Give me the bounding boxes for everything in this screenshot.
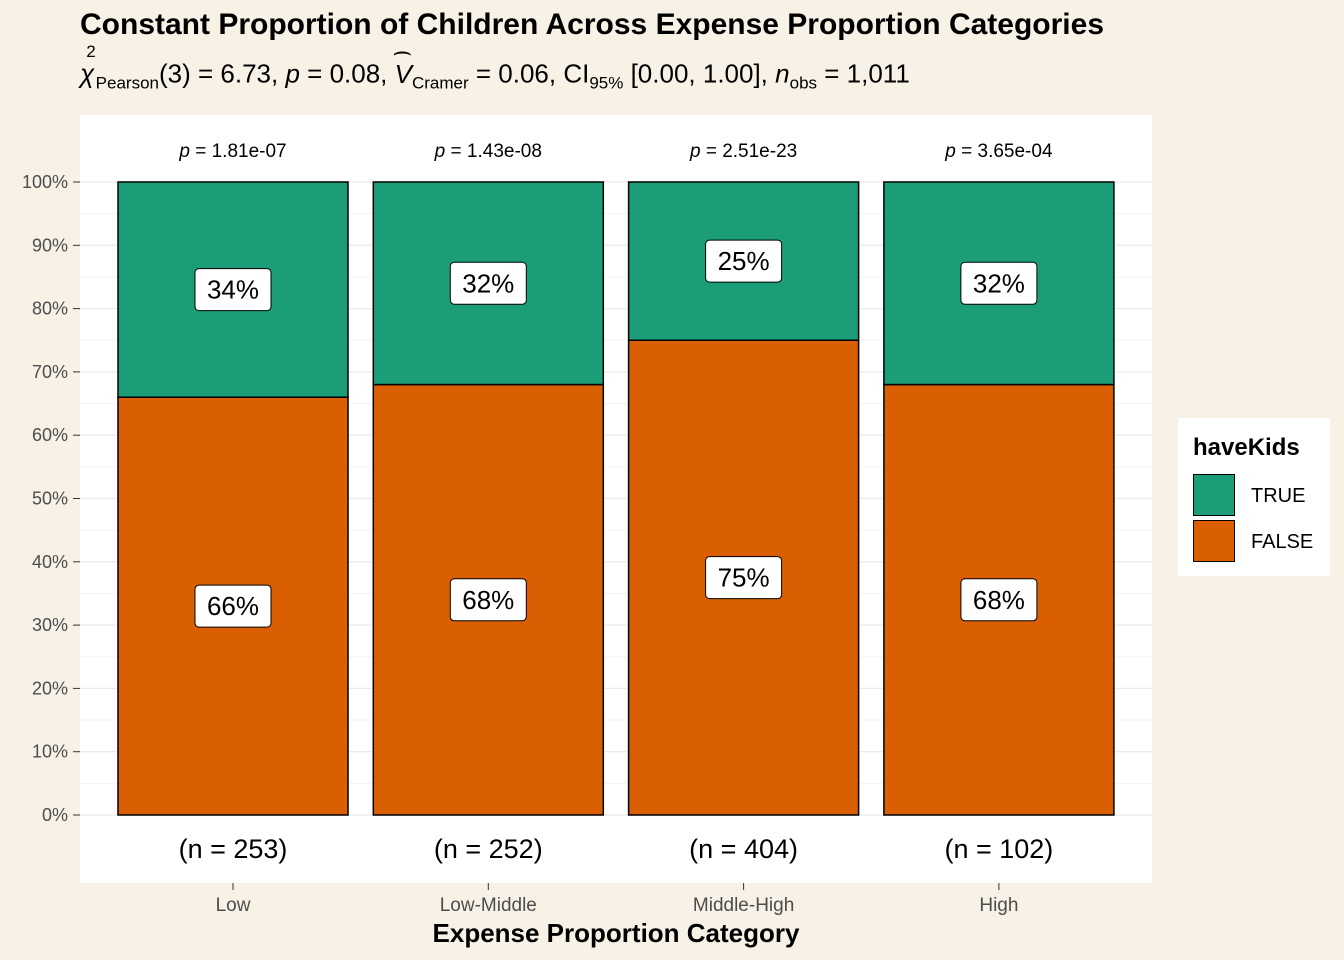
- n-symbol: n: [775, 58, 790, 89]
- percent-label: 75%: [705, 556, 783, 600]
- y-tick-label: 10%: [32, 742, 68, 762]
- y-tick-label: 100%: [22, 172, 68, 192]
- chart-title: Constant Proportion of Children Across E…: [80, 8, 1104, 41]
- count-label: (n = 253): [179, 834, 288, 864]
- percent-label-text: 66%: [207, 591, 259, 621]
- count-label: (n = 102): [944, 834, 1053, 864]
- percent-label: 68%: [960, 578, 1038, 622]
- chi-superscript: 2: [86, 42, 96, 61]
- percent-label: 32%: [449, 261, 527, 305]
- legend-key-true: [1193, 474, 1235, 516]
- percent-label-text: 68%: [462, 585, 514, 615]
- p-annotation: p = 2.51e-23: [689, 141, 797, 162]
- p-annotations: p = 1.81e-07 p = 1.43e-08 p = 2.51e-23 p = …: [178, 141, 1053, 162]
- legend-label-true: TRUE: [1251, 485, 1306, 507]
- y-tick-label: 20%: [32, 678, 68, 698]
- percent-label-box: [960, 261, 1038, 305]
- percent-labels: 66% 34% 68% 32% 75% 25% 68% 32%: [194, 239, 1038, 628]
- x-tick-label: Low-Middle: [440, 895, 537, 916]
- legend-label-false: FALSE: [1251, 531, 1314, 553]
- ci-subscript: 95%: [589, 73, 624, 93]
- p-value: = 0.08,: [299, 58, 395, 89]
- percent-label-box: [194, 584, 272, 628]
- legend-title: haveKids: [1193, 434, 1300, 461]
- percent-label: 32%: [960, 261, 1038, 305]
- legend: haveKids TRUE FALSE: [1178, 418, 1330, 576]
- percent-label-box: [960, 578, 1038, 622]
- y-tick-label: 90%: [32, 235, 68, 255]
- chi-subscript: Pearson: [95, 73, 159, 93]
- y-tick-label: 40%: [32, 552, 68, 572]
- p-annotation: p = 3.65e-04: [944, 141, 1053, 162]
- count-label: (n = 252): [434, 834, 543, 864]
- n-subscript: obs: [789, 73, 818, 93]
- x-axis-title: Expense Proportion Category: [433, 918, 800, 948]
- p-symbol: p: [285, 58, 300, 89]
- percent-label-box: [194, 268, 272, 312]
- percent-label-text: 32%: [973, 268, 1025, 298]
- percent-label-text: 32%: [462, 268, 514, 298]
- count-labels: (n = 253) (n = 252) (n = 404) (n = 102): [179, 834, 1054, 864]
- percent-label-box: [449, 261, 527, 305]
- chart-subtitle: χ2 Pearson(3) = 6.73, p = 0.08, VCramer =…: [80, 42, 910, 94]
- y-tick-label: 80%: [32, 299, 68, 319]
- ci-value: [0.00, 1.00],: [623, 58, 776, 89]
- n-value: = 1,011: [817, 58, 910, 89]
- chi-symbol: χ: [80, 58, 95, 89]
- percent-label: 25%: [705, 239, 783, 283]
- x-tick-label: Low: [216, 895, 251, 916]
- percent-label-box: [449, 578, 527, 622]
- chi-value: = 6.73,: [190, 58, 286, 89]
- percent-label-box: [705, 556, 783, 600]
- x-tick-label: High: [979, 895, 1018, 916]
- v-symbol: V: [395, 59, 412, 90]
- percent-label: 68%: [449, 578, 527, 622]
- y-tick-label: 60%: [32, 425, 68, 445]
- count-label: (n = 404): [689, 834, 798, 864]
- v-value: = 0.06, CI: [468, 58, 590, 89]
- legend-key-false: [1193, 520, 1235, 562]
- percent-label: 34%: [194, 268, 272, 312]
- y-tick-label: 30%: [32, 615, 68, 635]
- y-tick-label: 50%: [32, 489, 68, 509]
- percent-label-text: 75%: [718, 563, 770, 593]
- p-annotation: p = 1.43e-08: [434, 141, 542, 162]
- percent-label-box: [705, 239, 783, 283]
- percent-label: 66%: [194, 584, 272, 628]
- percent-label-text: 34%: [207, 275, 259, 305]
- y-tick-label: 0%: [42, 805, 68, 825]
- y-axis: 0% 10% 20% 30% 40% 50% 60% 70% 80% 90% 100%: [22, 172, 80, 825]
- x-tick-label: Middle-High: [693, 895, 794, 916]
- v-subscript: Cramer: [411, 73, 469, 93]
- p-annotation: p = 1.81e-07: [178, 141, 286, 162]
- percent-label-text: 68%: [973, 585, 1025, 615]
- x-axis: Low Low-Middle Middle-High High: [216, 883, 1018, 916]
- percent-label-text: 25%: [718, 246, 770, 276]
- chi-df: (3): [159, 58, 191, 89]
- y-tick-label: 70%: [32, 362, 68, 382]
